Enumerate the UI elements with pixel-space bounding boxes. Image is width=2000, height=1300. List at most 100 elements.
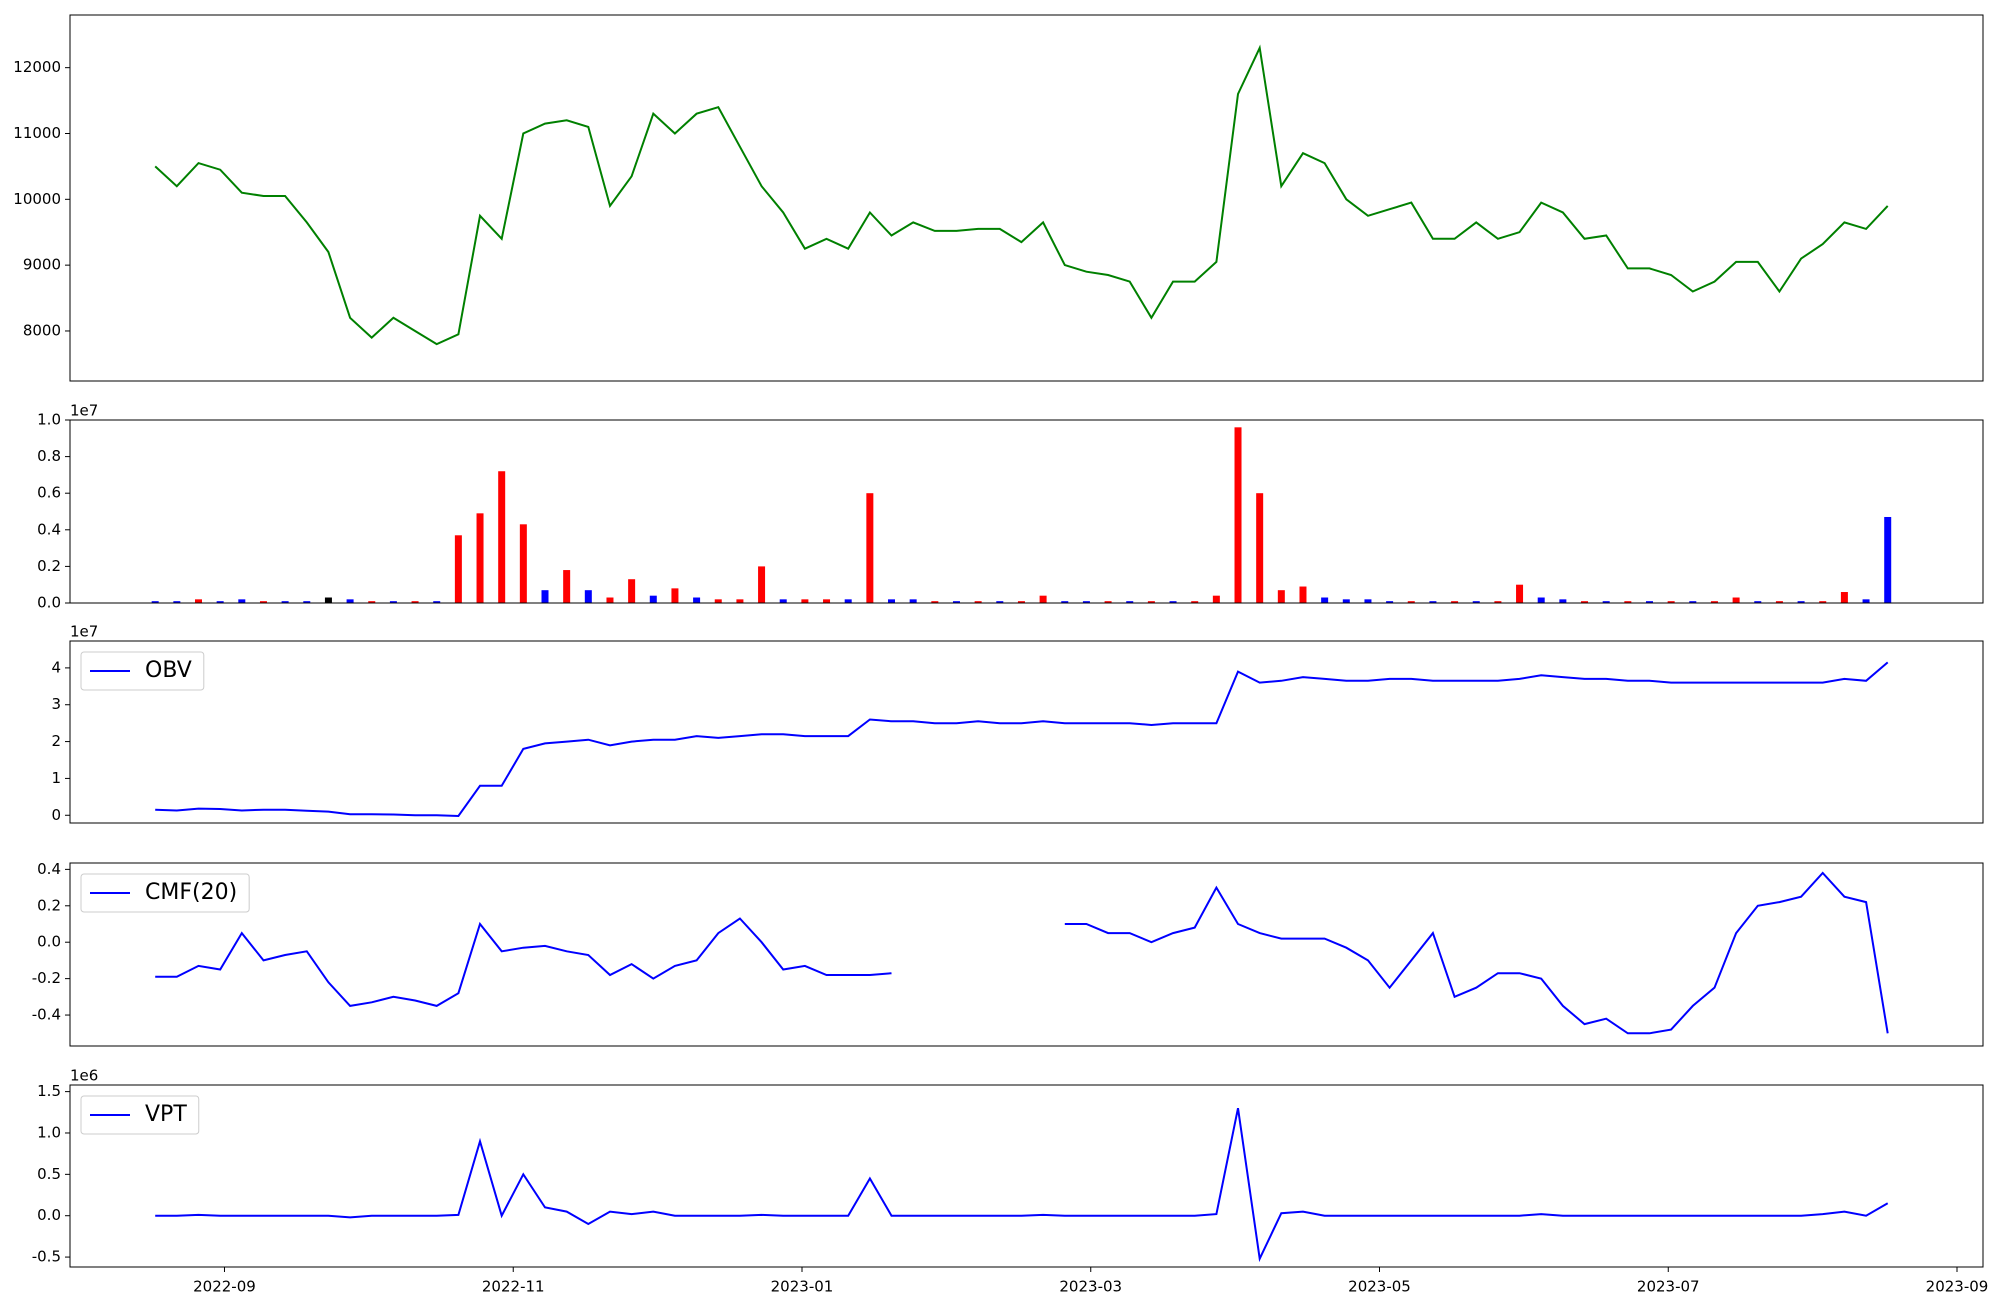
axes-frame (69, 640, 1984, 824)
bar (1169, 601, 1177, 603)
bar (1581, 601, 1589, 603)
axes-frame (69, 419, 1984, 604)
bar (801, 599, 809, 603)
bar (952, 601, 960, 603)
y-tick-label: 0 (51, 806, 61, 824)
bar (1884, 516, 1892, 603)
bar (1516, 584, 1524, 603)
bar (1862, 599, 1870, 603)
y-tick-label: 9000 (23, 256, 61, 274)
y-tick-label: 0.5 (37, 1165, 61, 1183)
bar (606, 597, 614, 603)
bar (931, 601, 939, 603)
bar (974, 601, 982, 603)
x-tick-label: 2023-09 (1926, 1278, 1989, 1296)
bar (1147, 601, 1155, 603)
y-tick-label: 0.6 (37, 484, 61, 502)
bar (1819, 601, 1827, 603)
axes-frame (69, 1084, 1984, 1268)
bar (216, 601, 224, 603)
bar (1689, 601, 1697, 603)
bar (909, 599, 917, 603)
bar (433, 601, 441, 603)
bar (519, 524, 527, 603)
bar (498, 471, 506, 603)
x-tick-label: 2023-01 (771, 1278, 834, 1296)
bar (454, 535, 462, 603)
line (155, 1108, 1889, 1263)
bar (368, 601, 376, 603)
bar (1710, 601, 1718, 603)
bar (303, 601, 311, 603)
bar (714, 599, 722, 603)
bar (1494, 601, 1502, 603)
axes-frame (69, 14, 1984, 382)
bar (1602, 601, 1610, 603)
bar (1667, 601, 1675, 603)
bar (1624, 601, 1632, 603)
bar (1256, 493, 1264, 603)
y-tick-label: -0.4 (32, 1006, 61, 1024)
line (154, 44, 1889, 346)
bar (389, 601, 397, 603)
y-tick-label: 0.4 (37, 520, 61, 538)
bar (281, 601, 289, 603)
bar (628, 579, 636, 603)
y-tick-label: 12000 (13, 58, 61, 76)
bar (1277, 590, 1285, 603)
bar (1104, 601, 1112, 603)
bar (563, 570, 571, 603)
y-tick-label: 11000 (13, 124, 61, 142)
bar (1559, 599, 1567, 603)
bar (1212, 595, 1220, 603)
bar (1321, 597, 1329, 603)
offset-label: 1e7 (70, 402, 98, 420)
bar (411, 601, 419, 603)
bar (1126, 601, 1134, 603)
offset-label: 1e6 (70, 1067, 98, 1085)
y-tick-label: 0.2 (37, 557, 61, 575)
bar (1472, 601, 1480, 603)
y-tick-label: 0.0 (37, 933, 61, 951)
bar (996, 601, 1004, 603)
x-tick-label: 2023-05 (1348, 1278, 1411, 1296)
y-tick-label: 1.0 (37, 1123, 61, 1141)
bar (1754, 601, 1762, 603)
y-tick-label: -0.5 (32, 1248, 61, 1266)
y-tick-label: -0.2 (32, 969, 61, 987)
bar (476, 513, 484, 603)
bar (541, 590, 549, 603)
x-tick-label: 2022-11 (482, 1278, 545, 1296)
x-tick-label: 2022-09 (193, 1278, 256, 1296)
bar (758, 566, 766, 603)
legend-frame (80, 873, 250, 913)
bar (649, 595, 657, 603)
bar (779, 599, 787, 603)
axes-frame (69, 862, 1984, 1047)
bar (324, 597, 332, 603)
bar (1039, 595, 1047, 603)
bar (844, 599, 852, 603)
bar (866, 493, 874, 603)
bar (1797, 601, 1805, 603)
bar (1386, 601, 1394, 603)
bar (1775, 601, 1783, 603)
y-tick-label: 1.5 (37, 1082, 61, 1100)
bar (1537, 597, 1545, 603)
x-tick-label: 2023-03 (1059, 1278, 1122, 1296)
legend-label: OBV (145, 658, 192, 683)
bar (1840, 592, 1848, 603)
y-tick-label: 1 (51, 769, 61, 787)
x-tick-label: 2023-07 (1637, 1278, 1700, 1296)
bar (346, 599, 354, 603)
y-tick-label: 3 (51, 695, 61, 713)
y-tick-label: 4 (51, 658, 61, 676)
legend-frame (80, 651, 205, 691)
bar (259, 601, 267, 603)
bar (1429, 601, 1437, 603)
panel: -0.5 0.0 0.5 1.0 1.5 2022-09 2022-11 2023-01 202… (32, 1067, 1989, 1296)
line (155, 661, 1889, 818)
y-tick-label: 0.0 (37, 594, 61, 612)
bar (671, 588, 679, 603)
